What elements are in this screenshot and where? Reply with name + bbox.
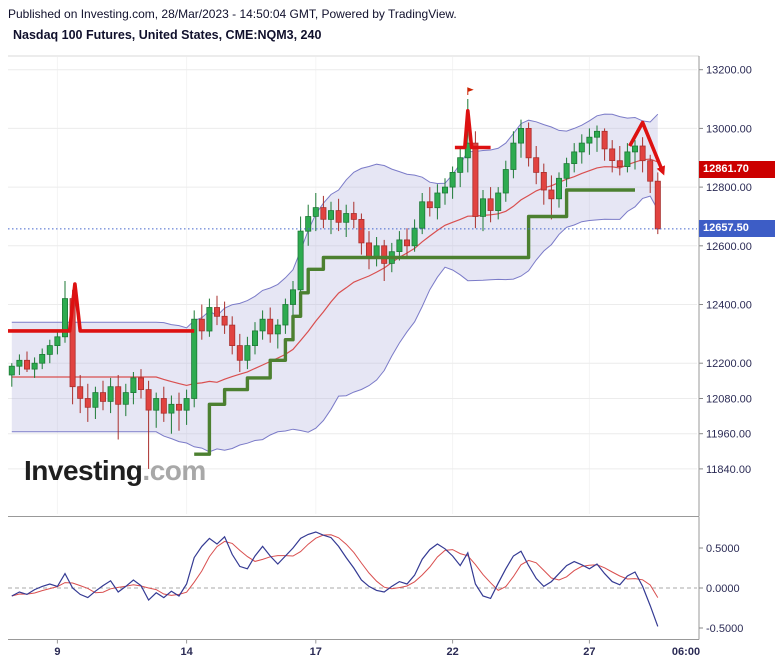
- price-tick-label: 11840.00: [706, 464, 751, 476]
- investing-watermark: Investing.com: [24, 455, 206, 487]
- price-tick-label: 13000.00: [706, 123, 752, 135]
- osc-tick-label: 0.0000: [706, 583, 740, 595]
- price-tick-label: 12600.00: [706, 241, 752, 253]
- price-tick-label: 11960.00: [706, 429, 751, 441]
- chart-title: Nasdaq 100 Futures, United States, CME:N…: [13, 28, 322, 42]
- osc-tick-label: 0.5000: [706, 543, 740, 555]
- price-tick-label: 12200.00: [706, 358, 752, 370]
- price-tick-label: 12080.00: [706, 394, 752, 406]
- price-tick-label: 12400.00: [706, 300, 752, 312]
- current-price-label: 12657.50: [703, 222, 749, 235]
- current-price-badge: 12657.50: [699, 220, 775, 238]
- price-tick-label: 13200.00: [706, 65, 752, 77]
- event-marker-icon: [467, 87, 474, 95]
- oscillator-signal-line: [11, 534, 659, 598]
- indicator-price-label: 12861.70: [703, 162, 749, 175]
- watermark-suffix: .com: [142, 455, 206, 486]
- osc-tick-label: -0.5000: [706, 623, 743, 635]
- watermark-brand: Investing: [24, 455, 143, 486]
- moving-average-line: [11, 158, 659, 387]
- price-tick-label: 12800.00: [706, 182, 752, 194]
- time-label: 27: [583, 646, 595, 658]
- published-line: Published on Investing.com, 28/Mar/2023 …: [8, 7, 457, 21]
- candles: [8, 99, 661, 469]
- oscillator-panel[interactable]: 0.5000 0.0000 -0.5000 9 14 17 22 27 06:00: [0, 516, 777, 661]
- trend-stop-arrow: [656, 165, 665, 176]
- time-label: 9: [54, 646, 60, 658]
- indicator-price-badge: 12861.70: [699, 160, 775, 178]
- time-label-future: 06:00: [672, 646, 700, 658]
- time-label: 14: [180, 646, 193, 658]
- oscillator-line: [11, 531, 659, 627]
- trend-stop-red-line: [8, 109, 665, 333]
- time-label: 17: [310, 646, 322, 658]
- main-price-chart[interactable]: 13200.00 13000.00 12800.00 12600.00 12400.00…: [0, 55, 777, 516]
- trend-stop-green-line: [194, 188, 635, 456]
- time-label: 22: [446, 646, 458, 658]
